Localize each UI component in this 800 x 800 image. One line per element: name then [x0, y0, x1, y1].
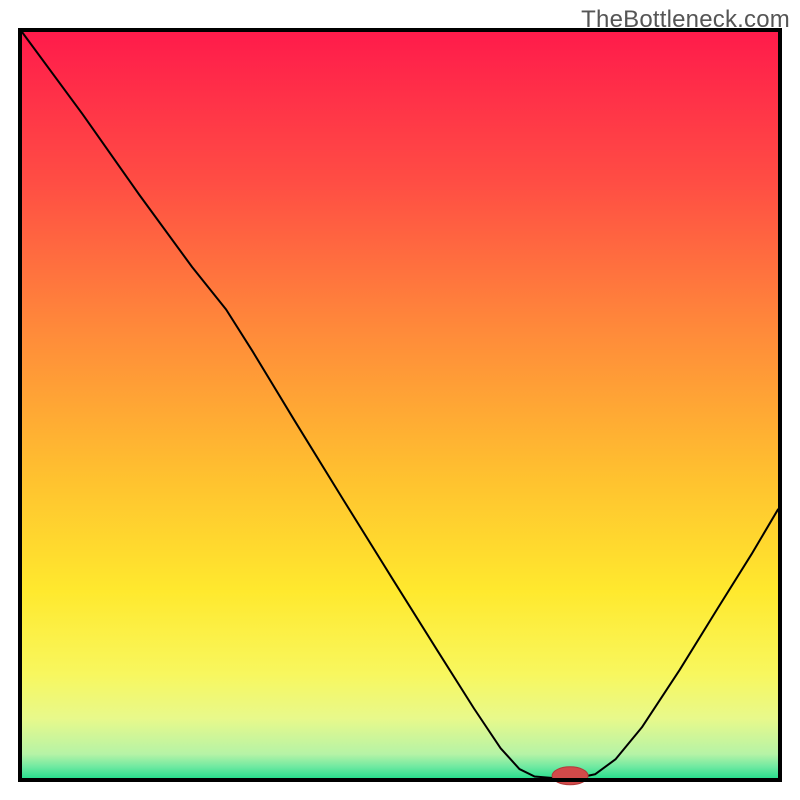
optimal-marker — [552, 767, 588, 785]
watermark-text: TheBottleneck.com — [581, 6, 790, 34]
chart-background — [22, 32, 778, 778]
